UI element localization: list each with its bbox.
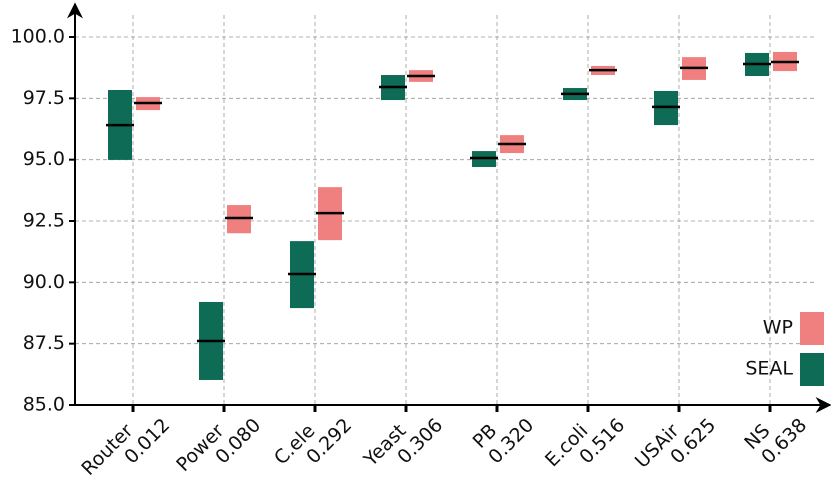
x-tick-label: PB0.320 bbox=[469, 414, 539, 468]
grid bbox=[75, 15, 815, 405]
y-tick-label: 100.0 bbox=[11, 26, 65, 48]
y-tick-label: 87.5 bbox=[23, 332, 65, 354]
legend-swatch bbox=[800, 353, 824, 386]
y-tick-label: 90.0 bbox=[23, 271, 65, 293]
marks bbox=[106, 51, 799, 380]
y-tick-label: 95.0 bbox=[23, 148, 65, 170]
legend-swatch bbox=[800, 312, 824, 345]
x-tick-label: NS0.638 bbox=[740, 414, 811, 468]
y-tick-label: 97.5 bbox=[23, 87, 65, 109]
legend-label: SEAL bbox=[745, 358, 793, 380]
y-tick-label: 85.0 bbox=[23, 394, 65, 416]
y-tick-label: 92.5 bbox=[23, 210, 65, 232]
legend-label: WP bbox=[763, 317, 793, 339]
